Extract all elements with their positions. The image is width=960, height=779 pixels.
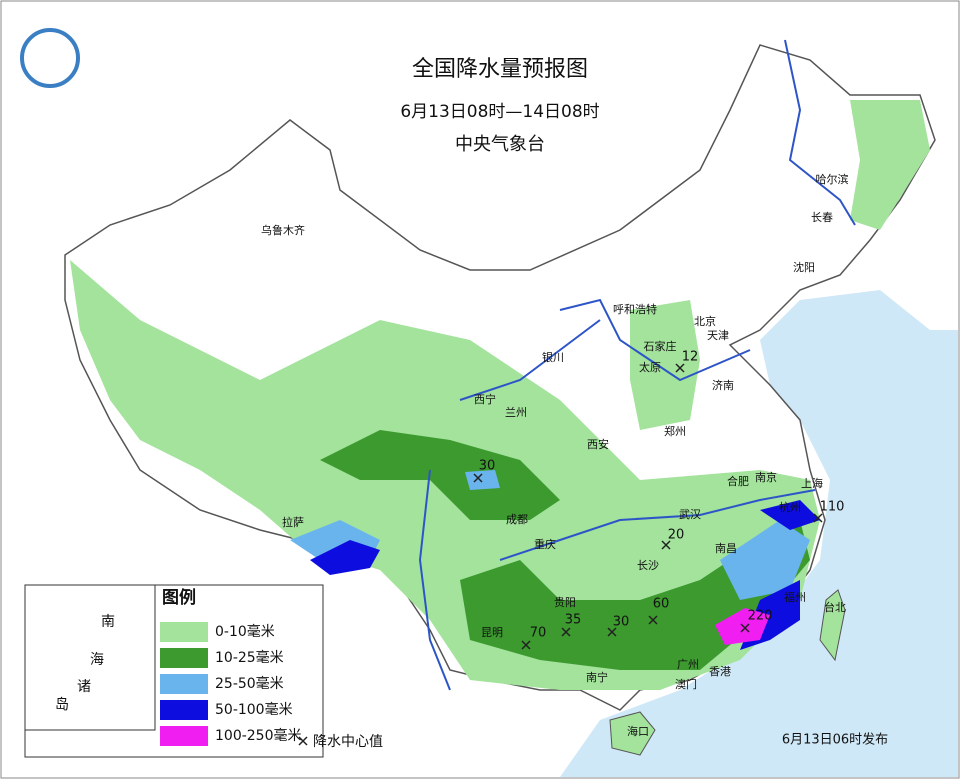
logo — [20, 28, 80, 88]
inset-label: 海 — [90, 652, 104, 668]
city-label: 太原 — [639, 361, 661, 374]
center-marker — [675, 363, 685, 373]
inset-box — [24, 584, 156, 731]
center-marker — [473, 473, 483, 483]
legend-swatch — [160, 648, 208, 668]
city-label: 石家庄 — [644, 339, 677, 353]
city-label: 长沙 — [637, 559, 659, 572]
city-label: 呼和浩特 — [613, 302, 657, 316]
city-label: 兰州 — [505, 406, 527, 419]
city-label: 乌鲁木齐 — [261, 223, 305, 237]
center-marker — [648, 615, 658, 625]
center-value: 60 — [653, 597, 670, 612]
city-label: 拉萨 — [282, 515, 304, 529]
city-label: 南京 — [755, 470, 777, 484]
center-marker-label: 降水中心值 — [313, 734, 383, 750]
center-marker — [740, 623, 750, 633]
city-label: 广州 — [677, 658, 699, 671]
legend-label: 100-250毫米 — [215, 727, 302, 744]
inset-label: 岛 — [55, 697, 69, 713]
center-marker — [607, 627, 617, 637]
legend-swatch — [160, 700, 208, 720]
hainan — [609, 711, 656, 756]
city-label: 沈阳 — [793, 260, 815, 274]
issuer: 中央气象台 — [455, 134, 545, 155]
city-label: 西安 — [587, 437, 609, 451]
city-label: 南宁 — [586, 670, 608, 684]
city-label: 澳门 — [675, 677, 697, 691]
center-value: 35 — [565, 613, 582, 628]
precip-region — [310, 540, 380, 575]
sea — [560, 290, 958, 777]
center-marker — [521, 640, 531, 650]
center-value: 110 — [820, 500, 845, 515]
city-label: 哈尔滨 — [816, 172, 849, 186]
rivers — [418, 39, 856, 691]
precip-region — [720, 520, 810, 600]
center-value: 220 — [748, 609, 773, 624]
precip-region — [320, 430, 560, 520]
precip-region — [630, 300, 700, 430]
precip-region — [465, 470, 500, 490]
center-marker — [561, 627, 571, 637]
city-label: 长春 — [811, 211, 833, 224]
city-label: 西宁 — [474, 392, 496, 406]
city-label: 贵阳 — [554, 596, 576, 609]
center-value: 20 — [668, 528, 685, 543]
center-marker — [661, 540, 671, 550]
legend-label: 10-25毫米 — [215, 649, 284, 666]
subtitle: 6月13日08时—14日08时 — [400, 102, 599, 122]
inset-label: 诸 — [77, 679, 91, 695]
city-label: 台北 — [824, 600, 846, 614]
center-value: 30 — [613, 615, 630, 630]
precip-region — [760, 500, 820, 530]
city-label: 福州 — [784, 590, 806, 604]
center-value: 70 — [530, 626, 547, 641]
legend-marker — [298, 736, 308, 746]
city-label: 济南 — [712, 378, 734, 392]
legend-title: 图例 — [162, 587, 196, 608]
city-label: 合肥 — [727, 474, 749, 488]
precipitation-regions — [70, 100, 930, 690]
center-value: 30 — [479, 459, 496, 474]
city-label: 南昌 — [715, 542, 737, 555]
taiwan — [819, 589, 846, 662]
center-marker — [813, 513, 823, 523]
city-label: 重庆 — [534, 537, 556, 551]
legend-label: 0-10毫米 — [215, 623, 275, 640]
legend-swatch — [160, 674, 208, 694]
city-label: 郑州 — [664, 424, 686, 438]
city-label: 上海 — [801, 476, 823, 490]
city-label: 银川 — [542, 350, 564, 364]
city-label: 香港 — [709, 665, 731, 678]
legend-label: 50-100毫米 — [215, 701, 293, 718]
title: 全国降水量预报图 — [412, 57, 588, 82]
inset-label: 南 — [101, 614, 115, 630]
city-label: 成都 — [506, 513, 528, 526]
center-value: 12 — [682, 350, 699, 365]
city-label: 武汉 — [679, 508, 701, 521]
city-label: 北京 — [694, 314, 716, 328]
legend-swatch — [160, 622, 208, 642]
city-label: 天津 — [707, 329, 729, 342]
footer: 6月13日06时发布 — [782, 732, 888, 748]
city-label: 海口 — [627, 724, 649, 738]
city-label: 昆明 — [481, 626, 503, 639]
city-label: 杭州 — [779, 500, 801, 514]
legend-label: 25-50毫米 — [215, 675, 284, 692]
precip-region — [850, 100, 930, 230]
legend-swatch — [160, 726, 208, 746]
